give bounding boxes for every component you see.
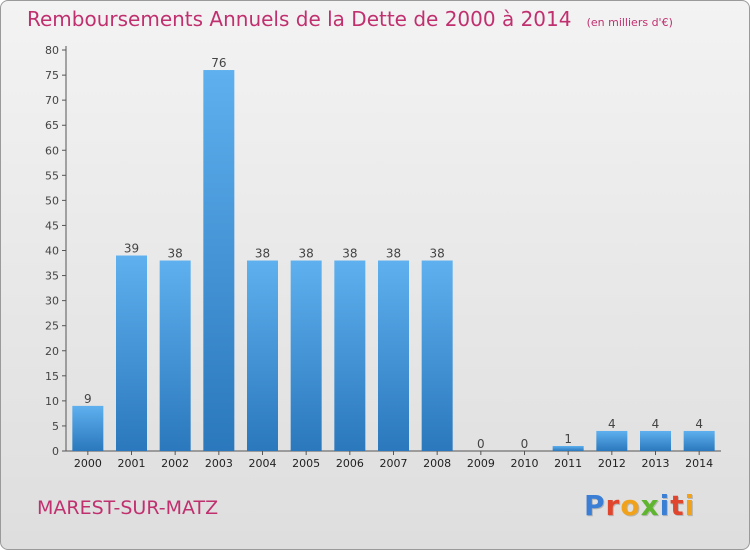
- commune-name: MAREST-SUR-MATZ: [37, 497, 219, 519]
- bar: [640, 430, 671, 451]
- y-tick-label: 20: [45, 345, 59, 358]
- x-tick-label: 2003: [205, 457, 233, 470]
- y-tick-label: 50: [45, 194, 59, 207]
- bar: [116, 255, 147, 451]
- bar: [421, 260, 453, 451]
- data-label: 38: [386, 247, 401, 261]
- bar: [203, 70, 235, 452]
- y-tick-label: 10: [45, 395, 59, 408]
- bar: [159, 260, 191, 451]
- y-tick-label: 45: [45, 219, 59, 232]
- bar: [334, 260, 366, 451]
- brand-logo-letter: i: [659, 489, 671, 522]
- title-line: Remboursements Annuels de la Dette de 20…: [27, 7, 673, 31]
- chart-unit-note: (en milliers d'€): [586, 16, 673, 29]
- bar: [72, 405, 104, 451]
- x-tick-label: 2001: [118, 457, 146, 470]
- data-label: 38: [430, 247, 445, 261]
- x-tick-label: 2011: [554, 457, 582, 470]
- y-tick-label: 80: [45, 44, 59, 57]
- y-tick-label: 65: [45, 119, 59, 132]
- brand-logo-letter: P: [584, 489, 606, 522]
- data-label: 0: [477, 437, 485, 451]
- y-tick-label: 25: [45, 320, 59, 333]
- x-tick-label: 2014: [685, 457, 713, 470]
- y-tick-label: 15: [45, 370, 59, 383]
- brand-logo-letter: t: [670, 489, 685, 522]
- data-label: 38: [299, 247, 314, 261]
- x-tick-label: 2002: [161, 457, 189, 470]
- y-tick-label: 0: [52, 445, 59, 458]
- brand-logo-letter: x: [640, 489, 660, 522]
- bar: [378, 260, 409, 451]
- data-label: 38: [342, 247, 357, 261]
- data-label: 76: [211, 56, 226, 70]
- y-tick-label: 60: [45, 144, 59, 157]
- x-tick-label: 2000: [74, 457, 102, 470]
- data-label: 1: [564, 432, 572, 446]
- bar: [596, 430, 628, 451]
- x-tick-label: 2009: [467, 457, 495, 470]
- bar: [683, 430, 715, 451]
- bar: [247, 260, 278, 451]
- x-tick-label: 2013: [642, 457, 670, 470]
- data-label: 4: [608, 417, 616, 431]
- y-tick-label: 40: [45, 245, 59, 258]
- x-tick-label: 2010: [511, 457, 539, 470]
- x-tick-label: 2005: [292, 457, 320, 470]
- x-tick-label: 2012: [598, 457, 626, 470]
- data-label: 38: [255, 247, 270, 261]
- x-tick-label: 2008: [423, 457, 451, 470]
- y-tick-label: 30: [45, 295, 59, 308]
- brand-logo-letter: o: [620, 489, 641, 522]
- x-tick-label: 2006: [336, 457, 364, 470]
- y-tick-label: 35: [45, 270, 59, 283]
- chart-title: Remboursements Annuels de la Dette de 20…: [27, 7, 572, 31]
- data-label: 9: [84, 392, 92, 406]
- y-tick-label: 70: [45, 94, 59, 107]
- bar: [552, 445, 584, 451]
- x-tick-label: 2004: [249, 457, 277, 470]
- brand-logo-letter: r: [605, 489, 621, 522]
- y-tick-label: 75: [45, 69, 59, 82]
- data-label: 38: [168, 247, 183, 261]
- y-tick-label: 55: [45, 169, 59, 182]
- x-tick-label: 2007: [380, 457, 408, 470]
- data-label: 0: [521, 437, 529, 451]
- brand-logo: Proxiti: [584, 489, 695, 522]
- data-label: 4: [695, 417, 703, 431]
- data-label: 4: [652, 417, 660, 431]
- y-tick-label: 5: [52, 420, 59, 433]
- data-label: 39: [124, 242, 139, 256]
- bar: [290, 260, 322, 451]
- brand-logo-letter: i: [684, 489, 696, 522]
